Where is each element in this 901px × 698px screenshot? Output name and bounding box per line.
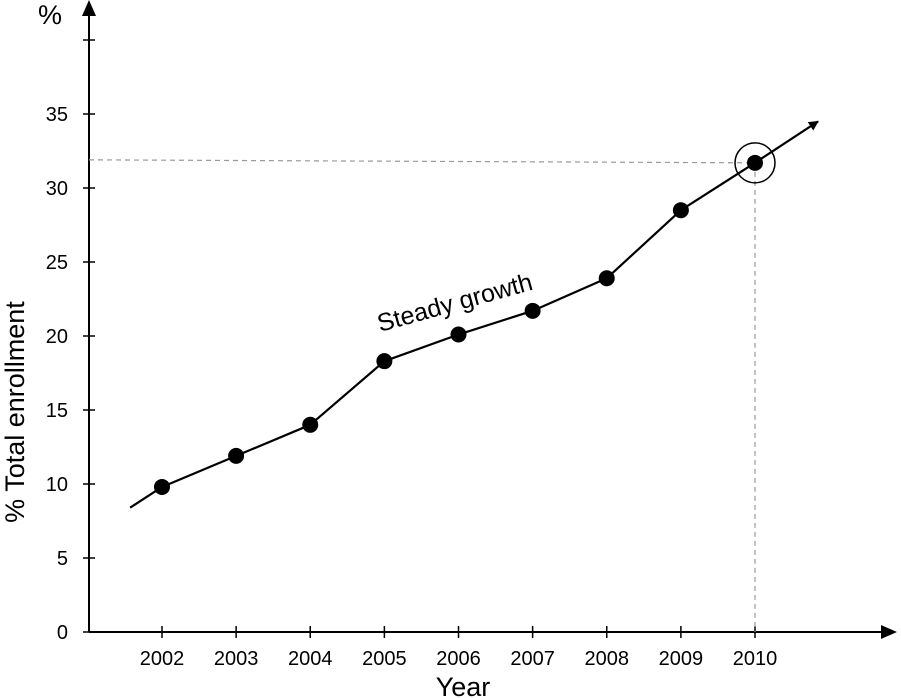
- x-tick-label: 2007: [510, 648, 555, 670]
- y-unit-label: %: [38, 0, 62, 30]
- trend-arrow: [754, 120, 819, 164]
- x-tick-label: 2002: [140, 648, 185, 670]
- data-point: [598, 270, 615, 287]
- x-tick-label: 2006: [436, 648, 481, 670]
- horizontal-guide-line: [88, 159, 756, 164]
- data-point: [672, 202, 689, 219]
- x-tick-label: 2009: [659, 648, 704, 670]
- data-point: [376, 353, 393, 370]
- x-axis-title: Year: [436, 672, 491, 698]
- y-axis-title: % Total enrollment: [0, 301, 30, 523]
- highlight-ring: [734, 142, 776, 184]
- y-tick-label: 35: [46, 104, 68, 126]
- y-tick-label: 5: [57, 548, 68, 570]
- data-point: [302, 416, 319, 433]
- series-line: [129, 161, 756, 509]
- series-line-group: [129, 120, 819, 509]
- y-ticks: 0 5 10 15 20 25 30 35: [46, 39, 95, 644]
- x-axis-arrow-icon: [881, 625, 897, 639]
- y-tick-label: 30: [46, 178, 68, 200]
- data-point: [450, 326, 467, 343]
- y-tick-label: 20: [46, 326, 68, 348]
- annotation-steady-growth: Steady growth: [374, 268, 535, 338]
- data-point: [154, 478, 170, 495]
- x-tick-label: 2010: [733, 648, 778, 670]
- x-tick-label: 2004: [288, 648, 333, 670]
- data-point: [228, 447, 245, 464]
- x-tick-label: 2005: [362, 648, 407, 670]
- y-tick-label: 15: [46, 400, 68, 422]
- y-tick-label: 0: [57, 622, 68, 644]
- x-tick-label: 2003: [214, 648, 259, 670]
- highlight-guides: [88, 159, 756, 632]
- data-point: [747, 154, 763, 171]
- data-point: [524, 302, 541, 319]
- data-points: [154, 142, 776, 495]
- x-ticks: 2002 2003 2004 2005 2006 2007 2008 2009 2010: [140, 626, 778, 670]
- y-axis-arrow-icon: [82, 0, 96, 16]
- x-tick-label: 2008: [585, 648, 630, 670]
- y-tick-label: 10: [46, 474, 68, 496]
- y-tick-label: 25: [46, 252, 68, 274]
